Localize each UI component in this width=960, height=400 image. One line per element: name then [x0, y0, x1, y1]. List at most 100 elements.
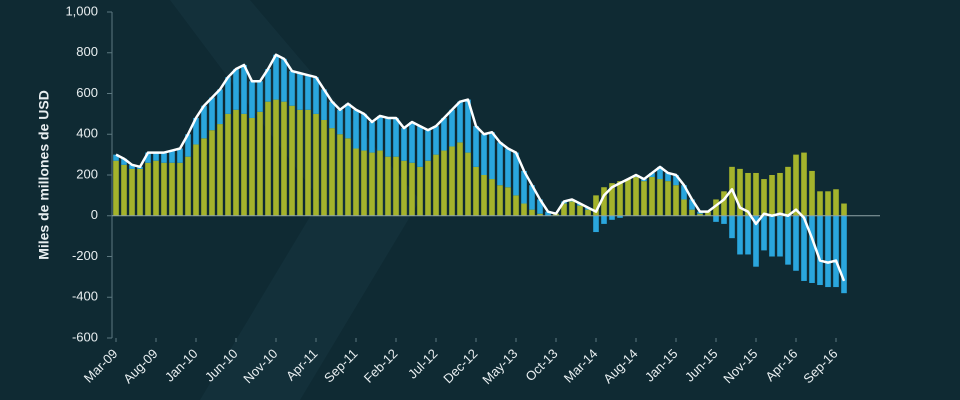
y-tick-label: 400 — [76, 126, 98, 141]
bar — [641, 181, 647, 216]
bar — [305, 75, 311, 110]
bar — [593, 215, 599, 233]
bar — [337, 109, 343, 135]
bar — [121, 158, 127, 165]
bar — [425, 160, 431, 216]
bar — [689, 199, 695, 210]
bar — [201, 105, 207, 139]
bar — [289, 71, 295, 106]
bar — [145, 152, 151, 163]
bar — [761, 215, 767, 251]
bar — [745, 172, 751, 216]
bar — [833, 189, 839, 216]
bar — [785, 215, 791, 265]
y-tick-label: -600 — [72, 329, 98, 344]
bar — [385, 117, 391, 157]
bar — [473, 126, 479, 167]
bar — [153, 152, 159, 161]
bar — [409, 162, 415, 216]
bar — [337, 134, 343, 216]
bar — [249, 117, 255, 216]
bar — [361, 150, 367, 216]
bar — [505, 148, 511, 188]
bar — [521, 170, 527, 204]
bar — [657, 166, 663, 180]
line — [115, 53, 846, 282]
bar — [769, 215, 775, 257]
bar — [585, 209, 591, 216]
bar — [529, 209, 535, 216]
bar — [465, 99, 471, 153]
bar — [241, 64, 247, 114]
bar — [449, 109, 455, 147]
bar — [313, 77, 319, 114]
bar — [113, 154, 119, 161]
bar — [289, 105, 295, 216]
bar — [441, 117, 447, 151]
bar — [529, 185, 535, 210]
bar — [233, 69, 239, 110]
bar — [609, 183, 615, 216]
bar — [169, 162, 175, 216]
bar — [769, 175, 775, 216]
y-tick-label: -200 — [72, 248, 98, 263]
bar — [393, 156, 399, 216]
bar — [129, 164, 135, 169]
bar — [521, 203, 527, 216]
bar — [209, 130, 215, 216]
bar — [329, 128, 335, 216]
bar — [393, 117, 399, 157]
bar — [817, 215, 823, 286]
bar — [625, 179, 631, 216]
bar — [513, 195, 519, 216]
bar — [217, 89, 223, 125]
bar — [825, 215, 831, 288]
bar — [265, 101, 271, 216]
bar — [489, 132, 495, 180]
bar — [401, 160, 407, 216]
y-tick-label: 0 — [91, 207, 98, 222]
bar — [665, 172, 671, 182]
bar — [249, 81, 255, 118]
bar — [297, 109, 303, 216]
bar — [161, 162, 167, 216]
bar — [793, 215, 799, 271]
bar — [689, 209, 695, 216]
bar — [777, 172, 783, 216]
bar — [241, 113, 247, 216]
bar — [537, 213, 543, 216]
bar — [417, 166, 423, 216]
bar — [369, 122, 375, 153]
bar — [481, 134, 487, 175]
bar — [753, 172, 759, 216]
bar — [353, 109, 359, 149]
bar — [185, 134, 191, 157]
bar — [153, 160, 159, 216]
y-tick-label: -400 — [72, 289, 98, 304]
bar — [657, 179, 663, 216]
bar — [649, 177, 655, 216]
bar — [433, 126, 439, 155]
bar — [425, 130, 431, 161]
bar — [201, 138, 207, 216]
bar — [665, 181, 671, 216]
bar — [321, 119, 327, 216]
bar — [329, 101, 335, 129]
bar — [129, 168, 135, 216]
y-tick-label: 800 — [76, 44, 98, 59]
bar — [281, 101, 287, 216]
bar — [345, 103, 351, 139]
bar — [833, 215, 839, 288]
bar — [321, 89, 327, 120]
bar — [441, 150, 447, 216]
bar — [577, 205, 583, 216]
bar — [633, 177, 639, 216]
bar — [369, 152, 375, 216]
bar — [801, 215, 807, 281]
bar — [377, 115, 383, 151]
bar — [561, 203, 567, 216]
bar — [601, 215, 607, 224]
y-tick-label: 600 — [76, 85, 98, 100]
